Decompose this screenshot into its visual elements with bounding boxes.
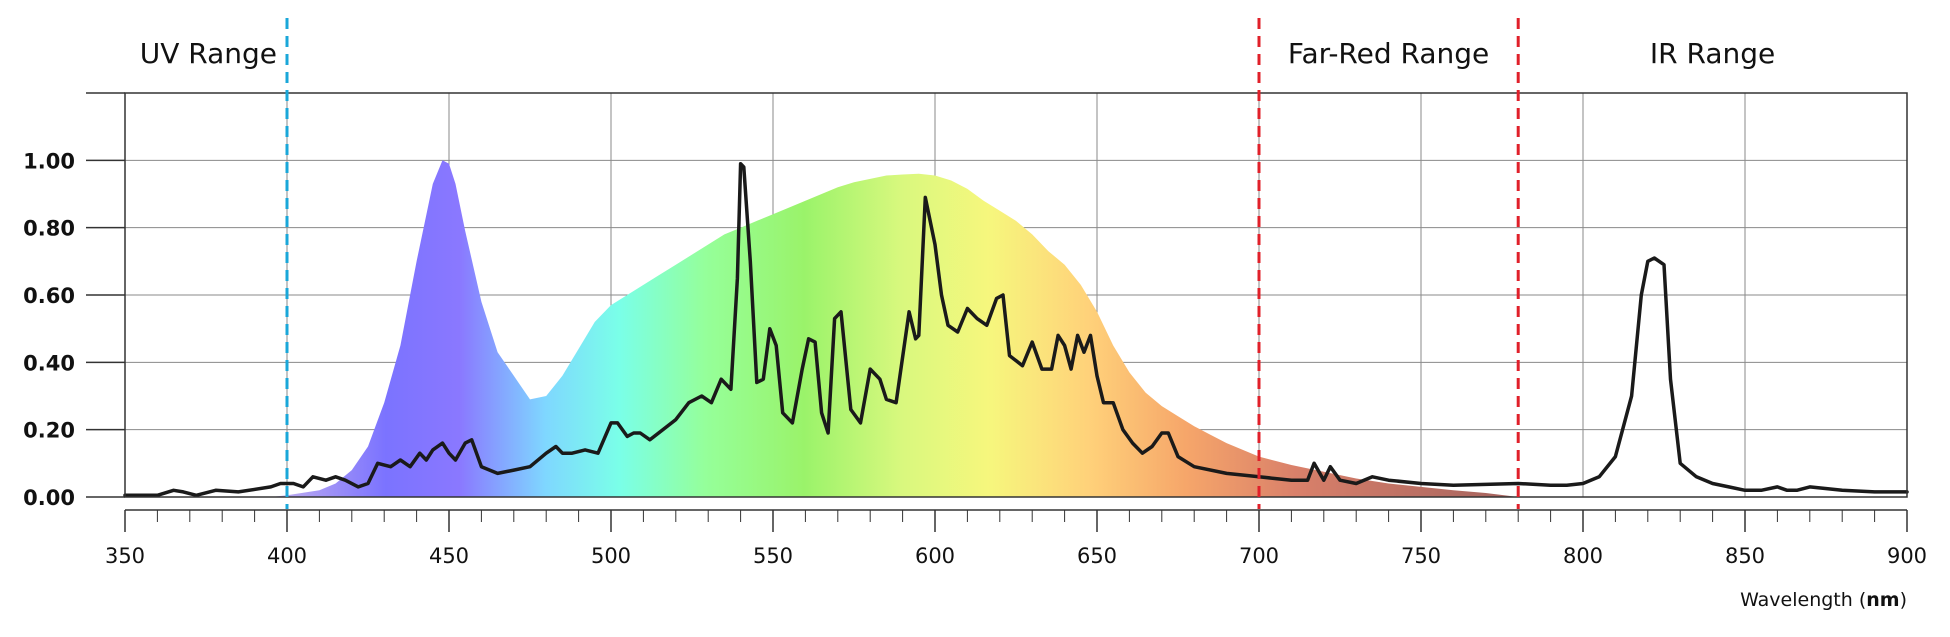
y-tick-label: 0.80 [23,217,75,241]
region-label: Far-Red Range [1288,37,1489,70]
x-axis-title-text: Wavelength [1740,589,1853,611]
y-axis-tick-labels: 0.00 0.20 0.40 0.60 0.80 1.00 [23,149,75,510]
x-tick-label: 700 [1239,544,1279,568]
plot-frame [86,92,1909,498]
x-tick-label: 600 [915,544,955,568]
x-tick-label: 400 [267,544,307,568]
y-tick-label: 0.00 [23,486,75,510]
x-tick-label: 800 [1563,544,1603,568]
y-tick-label: 0.40 [23,351,75,375]
x-axis-title: Wavelength (nm) [1740,589,1907,611]
region-labels: UV Range Far-Red Range IR Range [140,37,1776,70]
x-tick-label: 550 [753,544,793,568]
spectral-power-line [123,161,1909,498]
x-tick-label: 450 [429,544,469,568]
x-tick-label: 750 [1401,544,1441,568]
plot-border [124,92,1908,498]
region-label: UV Range [140,37,277,70]
y-tick-label: 0.60 [23,284,75,308]
x-tick-label: 500 [591,544,631,568]
x-axis-tick-labels: 350 400 450 500 550 600 650 700 750 800 850 900 [105,544,1927,568]
x-axis-ticks [124,510,1908,532]
x-axis: 350 400 450 500 550 600 650 700 750 800 850 900 [105,509,1927,568]
x-tick-label: 650 [1077,544,1117,568]
x-tick-label: 350 [105,544,145,568]
y-tick-label: 1.00 [23,149,75,173]
x-tick-label: 850 [1725,544,1765,568]
region-label: IR Range [1650,37,1775,70]
region-boundaries [285,18,1520,509]
x-axis-unit: nm [1866,589,1899,611]
y-tick-label: 0.20 [23,419,75,443]
x-tick-label: 900 [1887,544,1927,568]
spectrum-fill-area [270,160,1519,498]
